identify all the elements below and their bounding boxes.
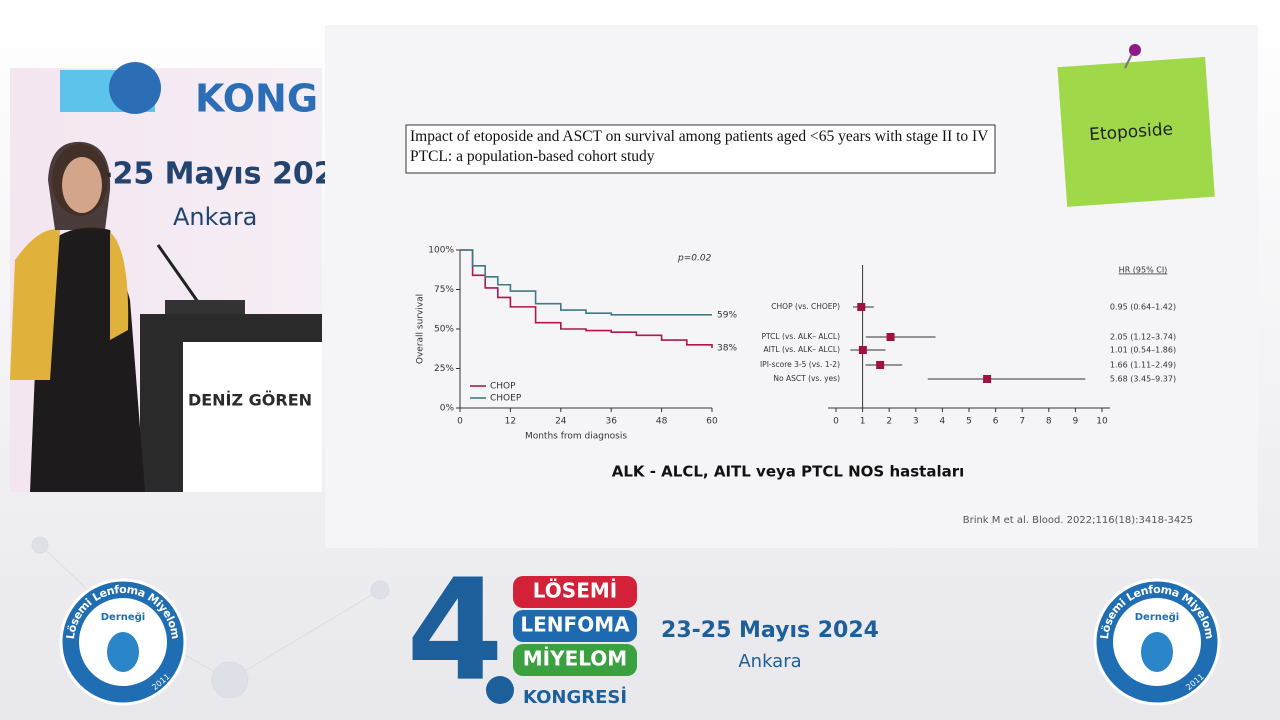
x-tick-label: 9: [1073, 417, 1079, 427]
sticky-note: Etoposide: [1057, 56, 1215, 207]
x-tick-label: 0: [833, 417, 839, 427]
banner-word: MİYELOM: [523, 647, 627, 671]
x-tick-label: 60: [706, 417, 718, 427]
backdrop-title: KONG: [195, 77, 318, 121]
x-tick-label: 6: [993, 417, 999, 427]
km-chart: 0% 25% 50% 75% 100% 0 12 24 36 48 60 Months from di…: [416, 246, 738, 442]
hr-header: HR (95% CI): [1119, 266, 1168, 275]
speaker-name: DENİZ GÖREN: [188, 391, 312, 410]
hr-point: [886, 333, 895, 341]
y-tick-label: 0%: [440, 404, 455, 414]
x-tick-label: 7: [1019, 417, 1025, 427]
x-tick-label: 48: [656, 417, 668, 427]
backdrop-date: -25 Mayıs 202: [100, 157, 335, 192]
forest-plot: 0 1 2 3 4 5 6 7 8 9 10 HR (95% CI) CHOP (vs. CHOEP) 0…: [760, 265, 1176, 427]
word-pill: [513, 610, 637, 642]
x-tick-label: 2: [886, 417, 892, 427]
legend-label: CHOEP: [490, 394, 522, 404]
row-label: No ASCT (vs. yes): [773, 374, 840, 383]
x-tick-label: 3: [913, 417, 919, 427]
pin-head: [1129, 44, 1141, 56]
x-tick-label: 4: [940, 417, 946, 427]
word-pill: [513, 644, 637, 676]
x-tick-label: 36: [605, 417, 617, 427]
logo-mascot: [1141, 632, 1173, 672]
end-label: 59%: [717, 310, 737, 320]
y-axis-label: Overall survival: [416, 294, 426, 364]
ci-text: 1.66 (1.11–2.49): [1110, 361, 1176, 370]
logo-mascot: [107, 632, 139, 672]
x-tick-label: 0: [457, 417, 463, 427]
banner-dates: 23-25 Mayıs 2024: [661, 618, 879, 643]
hr-point: [858, 346, 867, 354]
survival-curve: [460, 249, 712, 316]
y-tick-label: 75%: [434, 285, 454, 295]
end-label: 38%: [717, 343, 737, 353]
y-tick-label: 50%: [434, 325, 454, 335]
x-tick-label: 24: [555, 417, 567, 427]
logo-sub: Derneği: [1135, 611, 1180, 623]
word-pill: [513, 576, 637, 608]
logo-sub: Derneği: [101, 611, 146, 623]
speaker-video: KONG -25 Mayıs 202 Ankara DENİZ GÖREN: [10, 62, 335, 492]
x-tick-label: 5: [966, 417, 972, 427]
hr-point: [857, 303, 866, 311]
banner-word: LENFOMA: [520, 613, 630, 637]
x-tick-label: 8: [1046, 417, 1052, 427]
x-tick-label: 12: [505, 417, 516, 427]
survival-curve: [460, 249, 713, 348]
y-tick-label: 25%: [434, 364, 454, 374]
slide-title-wrap: Impact of etoposide and ASCT on survival…: [410, 128, 989, 165]
banner-city: Ankara: [738, 651, 801, 672]
backdrop-city: Ankara: [173, 203, 257, 231]
ci-text: 1.01 (0.54–1.86): [1110, 346, 1176, 355]
x-tick-label: 1: [860, 417, 866, 427]
title-box: [405, 124, 996, 174]
banner-word: KONGRESİ: [523, 686, 627, 708]
ci-text: 0.95 (0.64–1.42): [1110, 303, 1176, 312]
ci-text: 5.68 (3.45–9.37): [1110, 375, 1176, 384]
slide-title: Impact of etoposide and ASCT on survival…: [410, 128, 989, 165]
y-tick-label: 100%: [428, 246, 454, 256]
row-label: CHOP (vs. CHOEP): [771, 302, 840, 311]
p-value: p=0.02: [677, 254, 712, 264]
citation: Brink M et al. Blood. 2022;116(18):3418-…: [963, 515, 1193, 526]
row-label: IPI-score 3-5 (vs. 1-2): [760, 360, 840, 369]
x-tick-label: 10: [1096, 417, 1108, 427]
slide-subtitle: ALK - ALCL, AITL veya PTCL NOS hastaları: [612, 463, 965, 481]
banner-word: LÖSEMİ: [533, 579, 617, 603]
x-axis-label: Months from diagnosis: [525, 432, 627, 442]
hr-point: [983, 375, 992, 383]
legend-label: CHOP: [490, 382, 516, 392]
ci-text: 2.05 (1.12–3.74): [1110, 333, 1176, 342]
row-label: AITL (vs. ALK– ALCL): [763, 345, 840, 354]
hr-point: [876, 361, 885, 369]
row-label: PTCL (vs. ALK– ALCL): [761, 332, 840, 341]
